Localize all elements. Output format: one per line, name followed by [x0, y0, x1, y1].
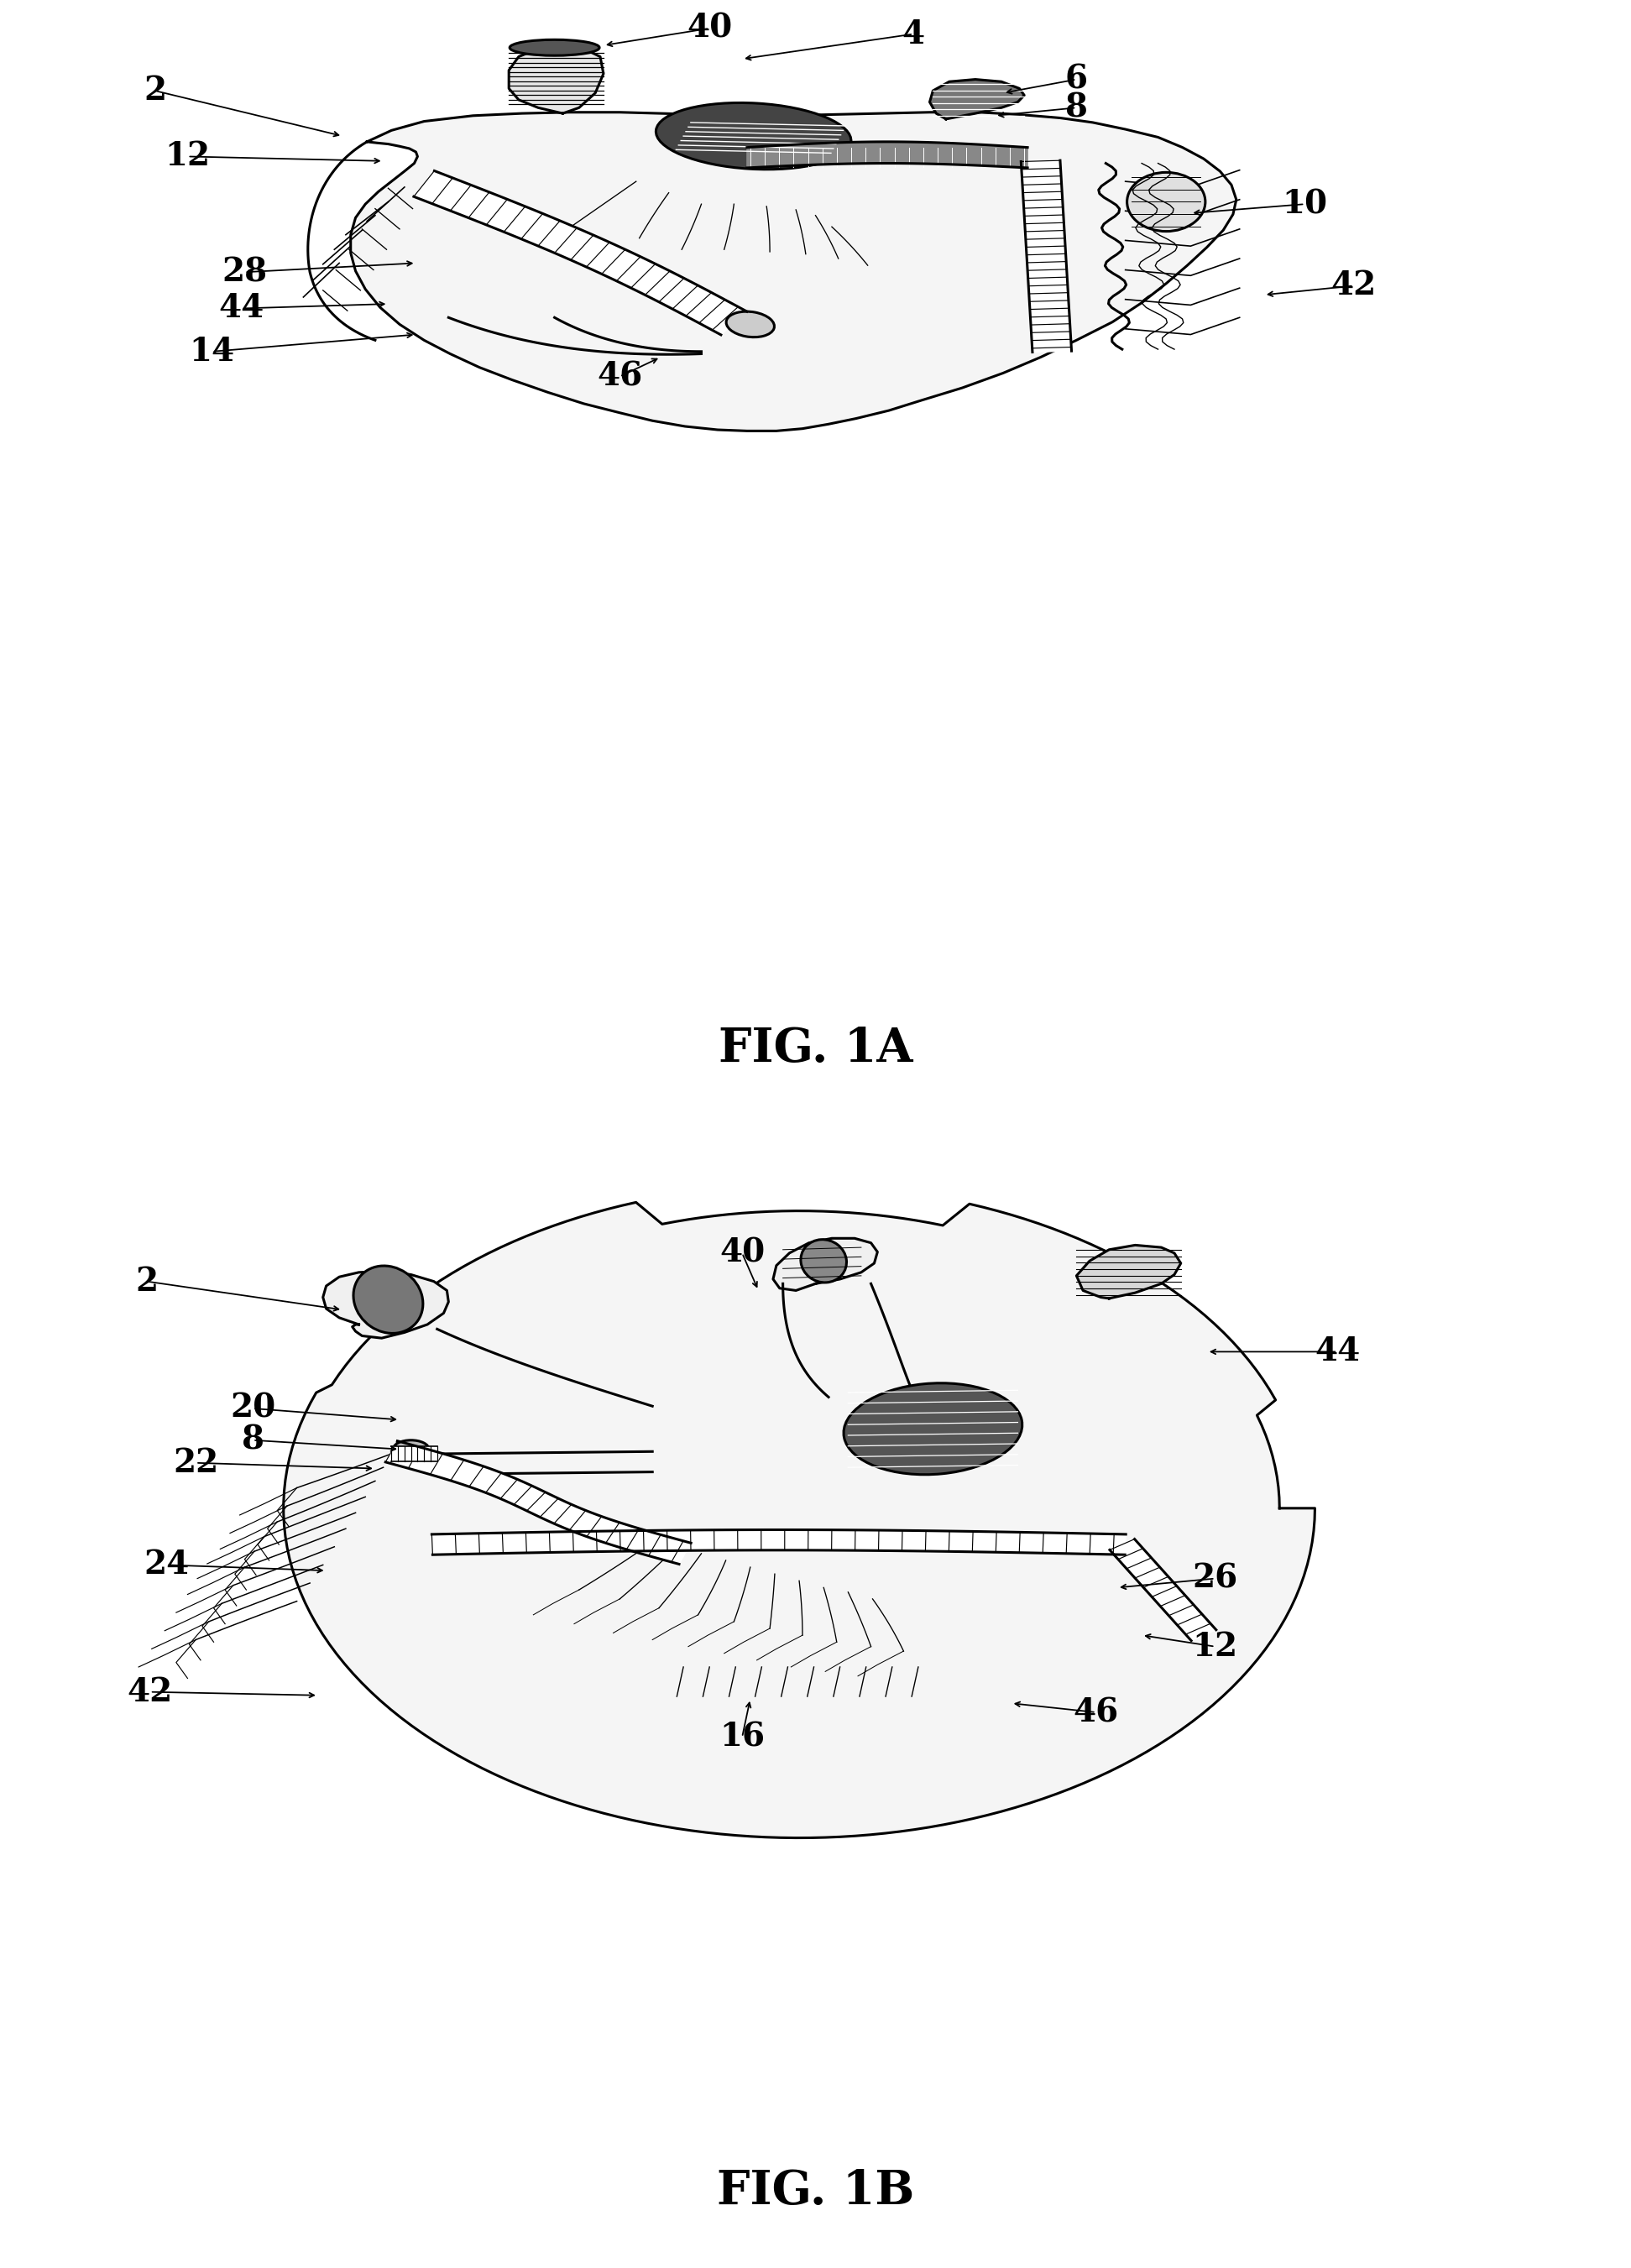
Text: 8: 8 [1065, 91, 1088, 125]
Polygon shape [351, 111, 1236, 431]
Ellipse shape [801, 1241, 846, 1281]
Text: 8: 8 [241, 1424, 264, 1456]
Ellipse shape [1127, 172, 1205, 231]
Text: 24: 24 [144, 1549, 189, 1581]
Polygon shape [509, 48, 603, 113]
Polygon shape [284, 1202, 1315, 1837]
Polygon shape [432, 1531, 1125, 1554]
Ellipse shape [726, 311, 775, 338]
Text: 28: 28 [222, 256, 267, 288]
Polygon shape [930, 79, 1024, 120]
Text: 44: 44 [1315, 1336, 1360, 1368]
Ellipse shape [354, 1266, 422, 1334]
Text: 10: 10 [1282, 188, 1328, 220]
Text: 20: 20 [230, 1393, 276, 1424]
Polygon shape [1109, 1540, 1217, 1640]
Text: 2: 2 [135, 1266, 158, 1297]
Text: 16: 16 [719, 1721, 765, 1753]
Text: 12: 12 [165, 141, 210, 172]
Text: 42: 42 [127, 1676, 173, 1708]
Polygon shape [323, 1270, 449, 1338]
Polygon shape [747, 143, 1028, 168]
Text: 22: 22 [173, 1447, 219, 1479]
Ellipse shape [511, 41, 600, 57]
Polygon shape [391, 1447, 437, 1461]
Text: 42: 42 [1331, 270, 1377, 302]
Text: 46: 46 [597, 361, 643, 392]
Text: 12: 12 [1192, 1631, 1238, 1662]
Ellipse shape [656, 102, 851, 170]
Text: 14: 14 [189, 336, 235, 367]
Ellipse shape [843, 1383, 1023, 1474]
Polygon shape [385, 1440, 692, 1565]
Polygon shape [1021, 161, 1072, 352]
Text: 4: 4 [902, 18, 925, 50]
Text: 44: 44 [219, 293, 264, 324]
Text: 2: 2 [144, 75, 166, 107]
Polygon shape [773, 1238, 877, 1290]
Text: 46: 46 [1073, 1696, 1119, 1728]
Ellipse shape [393, 1440, 429, 1458]
Text: 6: 6 [1065, 64, 1088, 95]
Polygon shape [1076, 1245, 1181, 1297]
Text: 26: 26 [1192, 1563, 1238, 1594]
Text: FIG. 1A: FIG. 1A [718, 1025, 913, 1073]
Text: FIG. 1B: FIG. 1B [716, 2168, 915, 2214]
Text: 40: 40 [687, 11, 732, 45]
Text: 40: 40 [719, 1236, 765, 1270]
Polygon shape [414, 170, 747, 336]
